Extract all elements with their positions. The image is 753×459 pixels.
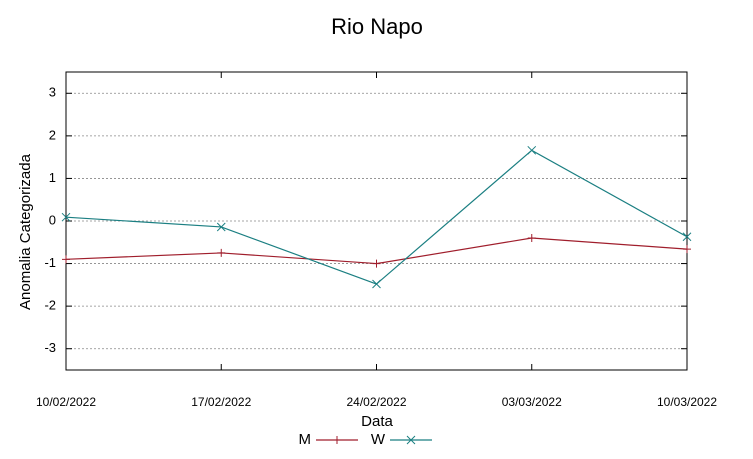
y-tick-label: -1	[44, 255, 56, 270]
x-tick-label: 10/02/2022	[36, 395, 96, 409]
marker	[333, 436, 341, 444]
x-axis-label: Data	[361, 413, 393, 430]
x-tick-label: 24/02/2022	[346, 395, 406, 409]
chart-title: Rio Napo	[331, 14, 423, 39]
marker	[372, 259, 381, 268]
marker	[61, 212, 71, 222]
marker	[216, 222, 226, 232]
y-tick-label: 3	[49, 85, 56, 100]
y-tick-label: 2	[49, 127, 56, 142]
marker	[406, 435, 416, 445]
x-tick-label: 17/02/2022	[191, 395, 251, 409]
marker	[682, 232, 692, 242]
legend-label: M	[299, 431, 312, 448]
x-tick-label: 03/03/2022	[502, 395, 562, 409]
marker	[683, 245, 691, 254]
y-axis-label: Anomalia Categorizada	[17, 153, 34, 310]
marker	[372, 279, 381, 289]
marker	[217, 248, 226, 257]
y-tick-label: -3	[44, 340, 56, 355]
marker	[62, 255, 70, 264]
marker	[527, 234, 536, 243]
y-tick-label: 0	[49, 212, 56, 227]
y-tick-label: -2	[44, 298, 56, 313]
marker	[527, 145, 537, 155]
x-tick-label: 10/03/2022	[657, 395, 717, 409]
y-tick-label: 1	[49, 170, 56, 185]
legend-label: W	[371, 431, 386, 448]
